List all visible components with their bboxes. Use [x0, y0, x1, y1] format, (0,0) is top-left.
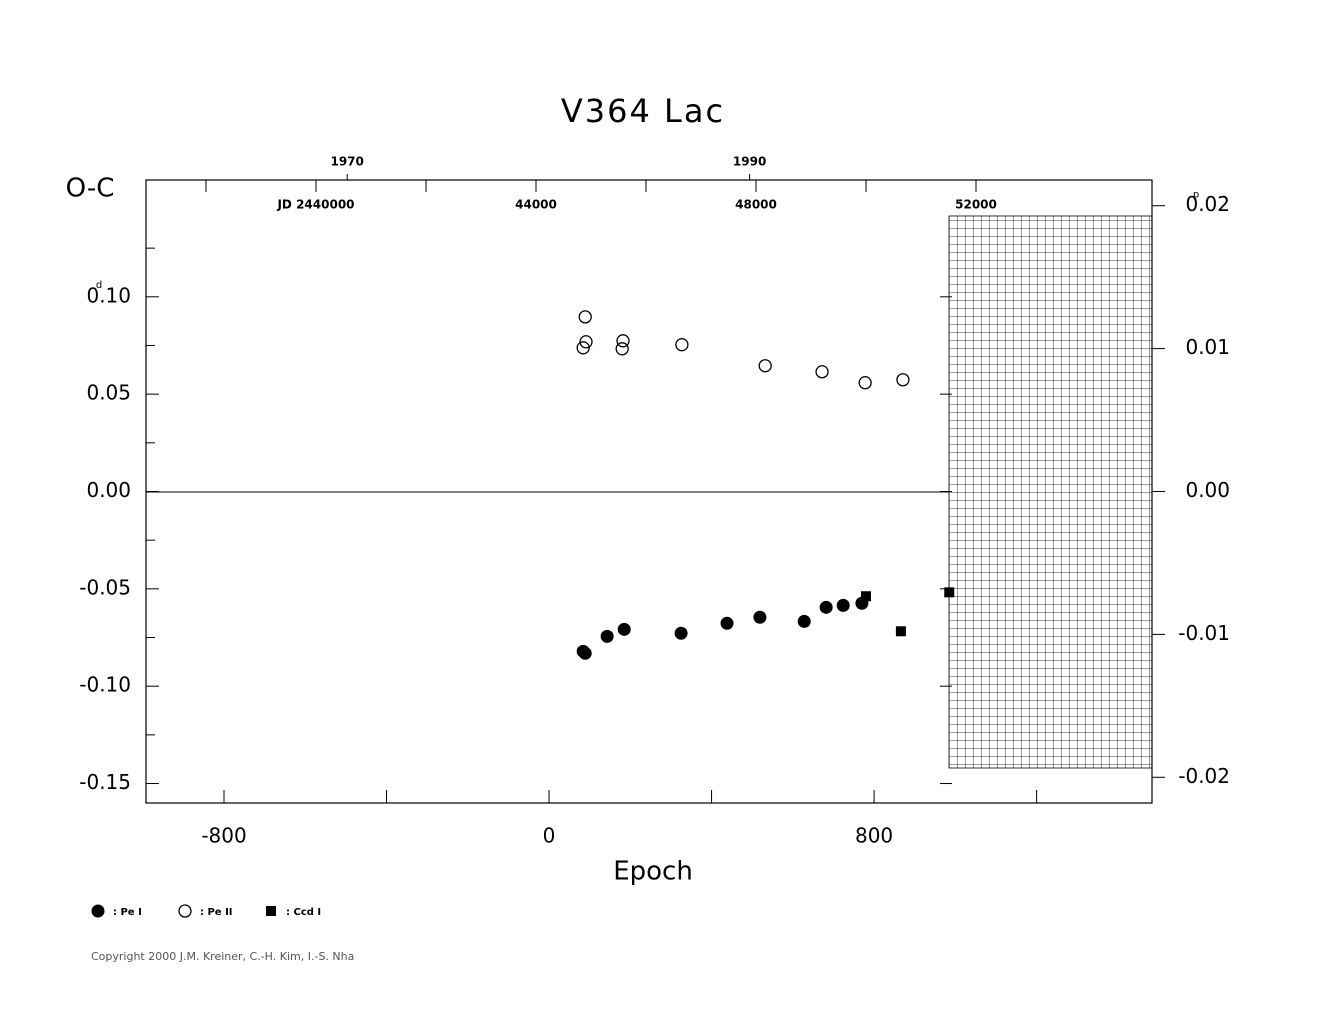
y-unit: d — [96, 280, 102, 291]
data-point — [815, 365, 829, 379]
y-tick-label: -0.10 — [79, 673, 131, 697]
y2-tick-label: 0.01 — [1185, 335, 1230, 359]
data-point — [758, 359, 772, 373]
x-tick-label: 0 — [543, 824, 556, 848]
y-tick-label: 0.10 — [86, 283, 131, 307]
data-point — [579, 335, 593, 349]
legend-marker — [178, 904, 192, 918]
data-point — [600, 629, 614, 643]
data-point — [578, 310, 592, 324]
jd-tick-label: 52000 — [955, 198, 997, 212]
data-point — [615, 342, 629, 356]
data-point — [858, 376, 872, 390]
data-point — [753, 610, 767, 624]
y2-tick-label: -0.01 — [1178, 621, 1230, 645]
data-point — [616, 334, 630, 348]
y2-unit: p — [1193, 190, 1199, 201]
legend-label: : Pe I — [113, 907, 142, 918]
y-tick-label: 0.05 — [86, 381, 131, 405]
data-point — [836, 598, 850, 612]
y-axis-label: O-C — [66, 174, 115, 204]
year-tick-label: 1970 — [330, 155, 363, 169]
y2-tick-label: -0.02 — [1178, 764, 1230, 788]
y2-tick-label: 0.02 — [1185, 192, 1230, 216]
y2-tick-label: 0.00 — [1185, 478, 1230, 502]
data-point — [674, 626, 688, 640]
data-point — [896, 373, 910, 387]
x-tick-label: 800 — [855, 824, 893, 848]
data-point — [819, 600, 833, 614]
data-point — [720, 616, 734, 630]
y-tick-label: 0.00 — [86, 478, 131, 502]
data-point — [944, 587, 955, 598]
data-point — [860, 591, 871, 602]
legend-marker — [91, 904, 105, 918]
year-tick-label: 1990 — [733, 155, 766, 169]
data-point — [797, 614, 811, 628]
data-point — [895, 626, 906, 637]
x-tick-label: -800 — [201, 824, 246, 848]
y-tick-label: -0.05 — [79, 575, 131, 599]
x-axis-label: Epoch — [613, 857, 693, 887]
jd-tick-label: JD 2440000 — [276, 198, 354, 212]
y-tick-label: -0.15 — [79, 770, 131, 794]
legend-marker — [266, 906, 276, 916]
legend-label: : Ccd I — [286, 907, 321, 918]
future-region — [948, 215, 1153, 769]
data-point — [576, 341, 590, 355]
jd-tick-label: 44000 — [515, 198, 557, 212]
data-point — [617, 622, 631, 636]
jd-tick-label: 48000 — [735, 198, 777, 212]
copyright: Copyright 2000 J.M. Kreiner, C.-H. Kim, … — [91, 950, 354, 963]
chart-title: V364 Lac — [561, 92, 725, 130]
legend-label: : Pe II — [200, 907, 233, 918]
data-point — [675, 338, 689, 352]
data-point — [578, 646, 592, 660]
